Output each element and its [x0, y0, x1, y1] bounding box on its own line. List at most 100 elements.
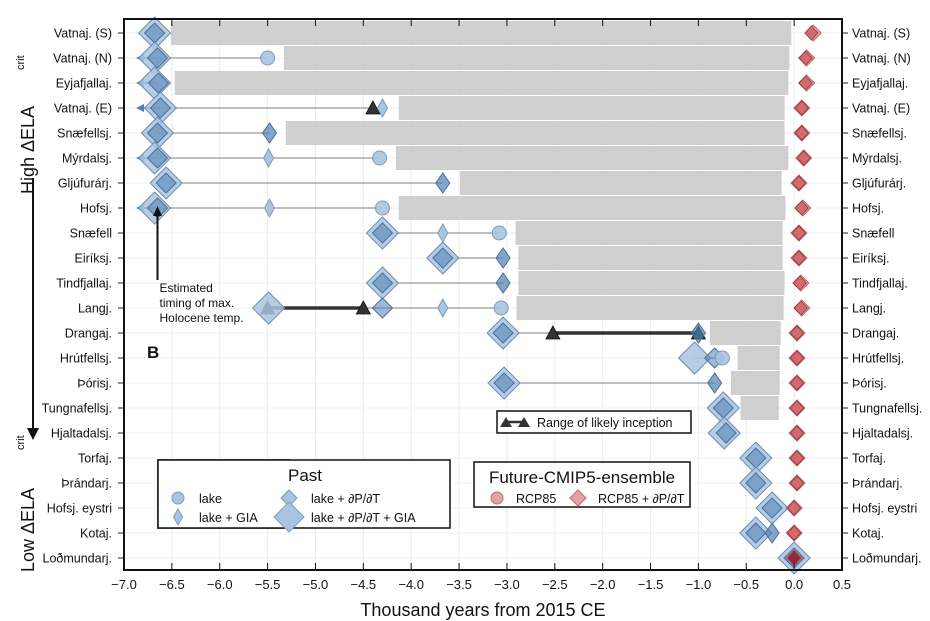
marker-lake-dpdt-gia — [251, 291, 286, 325]
marker-lake — [493, 300, 509, 316]
marker-lake-dpdt — [712, 397, 734, 419]
row-label-right: Hofsj. eystri — [852, 502, 917, 516]
marker-lake-dpdt — [745, 472, 767, 494]
marker-rcp85 — [791, 250, 806, 266]
marker-rcp85 — [787, 550, 802, 566]
marker-lake-gia — [263, 197, 276, 219]
x-tick-label: −1.5 — [638, 577, 664, 592]
row-label-right: Kotaj. — [852, 527, 884, 541]
row-label-left: Eiríksj. — [75, 252, 113, 266]
left-arrow-icon — [136, 104, 144, 112]
inception-range-bar — [518, 246, 783, 270]
inception-range-bar — [285, 121, 785, 145]
marker-lake-dpdt — [261, 122, 278, 144]
x-tick-label: −1.0 — [686, 577, 712, 592]
marker-lake-dpdt — [690, 322, 707, 344]
x-tick-label: −3.5 — [446, 577, 472, 592]
row-label-right: Vatnaj. (N) — [852, 52, 911, 66]
marker-lake-dpdt — [155, 172, 177, 194]
marker-lake-dpdt — [761, 497, 783, 519]
legend-rcp85-label: RCP85 — [516, 492, 556, 506]
marker-lake — [374, 200, 390, 216]
inception-triangle — [365, 100, 381, 115]
inception-range-bar — [515, 221, 783, 245]
down-arrow-icon — [27, 428, 39, 440]
inception-range-bar — [740, 396, 779, 420]
row-label-right: Vatnaj. (S) — [852, 27, 910, 41]
marker-lake-dpdt — [492, 322, 514, 344]
legend-lake-marker — [171, 491, 185, 505]
legend-lake-dpdt-marker — [280, 489, 298, 507]
legend-inception-label: Range of likely inception — [537, 416, 673, 430]
marker-lake-dpdt — [432, 247, 454, 269]
legend-rcp85-dpdt-label: RCP85 + ∂P/∂T — [598, 492, 685, 506]
marker-rcp85 — [787, 525, 802, 541]
x-tick-label: −7.0 — [111, 577, 137, 592]
row-label-right: Tindfjallaj. — [852, 277, 908, 291]
inception-range-bar — [395, 146, 789, 170]
row-label-right: Þórisj. — [852, 377, 887, 391]
row-label-left: Snæfell — [70, 227, 112, 241]
row-label-right: Tungnafellsj. — [852, 402, 922, 416]
marker-rcp85 — [798, 75, 813, 91]
y-label-high: High ΔELA — [18, 106, 38, 194]
row-label-right: Eiríksj. — [852, 252, 890, 266]
row-label-left: Tindfjallaj. — [56, 277, 112, 291]
legend-inception-triangle — [518, 417, 530, 427]
marker-rcp85 — [791, 225, 806, 241]
marker-lake — [260, 50, 276, 66]
inception-range-bar — [737, 346, 780, 370]
row-label-left: Gljúfurárj. — [58, 177, 112, 191]
marker-rcp85 — [798, 50, 813, 66]
row-label-left: Vatnaj. (E) — [54, 102, 112, 116]
marker-rcp85 — [804, 25, 819, 41]
marker-rcp85 — [793, 300, 808, 316]
row-label-left: Þórisj. — [77, 377, 112, 391]
legend-rcp85-marker — [490, 491, 504, 505]
panel-label: B — [147, 343, 159, 362]
x-tick-label: −4.0 — [398, 577, 424, 592]
inception-range-bar — [398, 96, 785, 120]
legends: Range of likely inception Past lake lake + … — [157, 410, 692, 533]
marker-lake-dpdt — [371, 297, 394, 319]
marker-rcp85 — [792, 275, 807, 291]
row-label-right: Snæfell — [852, 227, 894, 241]
row-label-left: Loðmundarj. — [43, 552, 113, 566]
row-label-right: Hjaltadalsj. — [852, 427, 913, 441]
x-axis-label: Thousand years from 2015 CE — [360, 600, 605, 620]
legend-future-title: Future-CMIP5-ensemble — [489, 468, 675, 487]
marker-lake-dpdt — [495, 272, 511, 294]
row-label-right: Eyjafjallaj. — [852, 77, 908, 91]
marker-lake — [491, 225, 507, 241]
bars-layer — [170, 21, 792, 420]
marker-rcp85 — [787, 500, 802, 516]
x-tick-label: 0.0 — [785, 577, 803, 592]
row-label-right: Langj. — [852, 302, 886, 316]
row-label-right: Þrándarj. — [852, 477, 903, 491]
x-tick-label: −6.0 — [207, 577, 233, 592]
x-tick-label: −5.0 — [303, 577, 329, 592]
inception-range-bar — [516, 296, 784, 320]
row-label-right: Snæfellsj. — [852, 127, 907, 141]
inception-range-bar — [709, 321, 781, 345]
marker-lake-dpdt — [146, 47, 169, 69]
marker-rcp85 — [791, 175, 806, 191]
plot-frame — [123, 18, 843, 571]
legend-lake-gia-label: lake + GIA — [199, 511, 258, 525]
marker-lake-dpdt — [371, 272, 394, 294]
up-arrow-icon — [153, 206, 163, 216]
marker-lake-gia — [376, 97, 389, 119]
inception-range-bar — [460, 171, 782, 195]
marker-lake-dpdt — [715, 422, 737, 444]
row-label-left: Eyjafjallaj. — [56, 77, 112, 91]
marker-rcp85 — [794, 200, 809, 216]
row-label-right: Mýrdalsj. — [852, 152, 902, 166]
row-label-left: Tungnafellsj. — [42, 402, 112, 416]
marker-lake-dpdt — [146, 122, 169, 144]
legend-rcp85-dpdt-marker — [569, 489, 587, 507]
x-tick-label: −4.5 — [350, 577, 376, 592]
marker-lake-dpdt — [146, 147, 169, 169]
row-label-right: Gljúfurárj. — [852, 177, 906, 191]
inception-range-bar — [283, 46, 790, 70]
